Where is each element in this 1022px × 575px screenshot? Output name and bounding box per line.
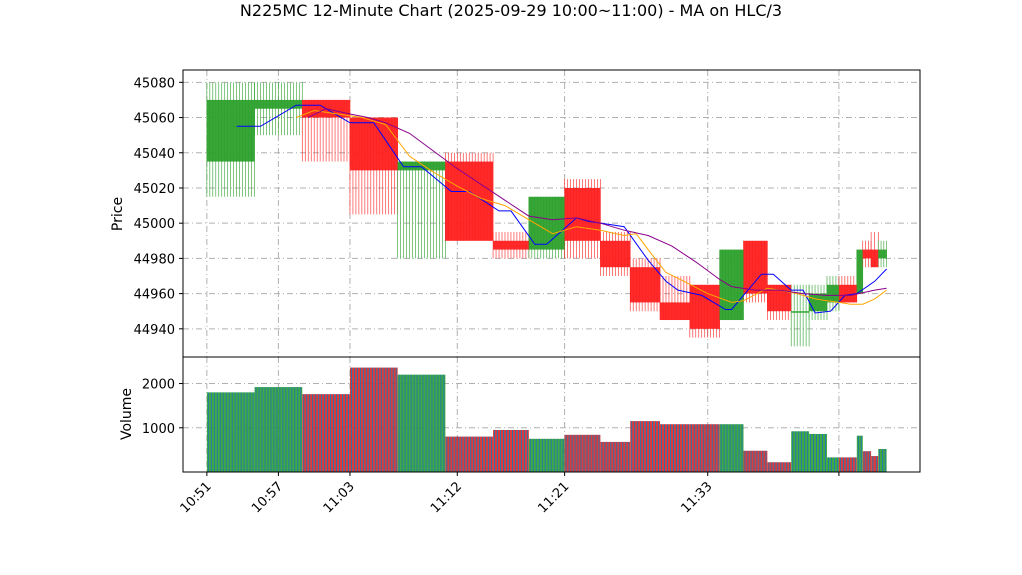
down-candle-body <box>743 240 768 294</box>
down-candle-body <box>871 249 879 268</box>
volume-bar <box>600 441 631 472</box>
volume-axis-title: Volume <box>119 388 135 440</box>
price-tick-label: 44960 <box>134 288 175 303</box>
down-candle-body <box>349 117 398 171</box>
up-candle-body <box>809 293 827 312</box>
time-tick-label: 11:33 <box>678 479 715 516</box>
volume-bar <box>660 424 690 472</box>
up-candle-body <box>206 99 255 162</box>
price-tick-label: 44980 <box>134 252 175 267</box>
volume-bar <box>743 450 768 472</box>
price-tick-label: 45080 <box>134 76 175 91</box>
time-tick-label: 11:12 <box>428 479 465 516</box>
axes-frames <box>182 69 921 473</box>
volume-bar <box>254 387 303 472</box>
volume-bar <box>397 374 446 472</box>
down-candle-body <box>689 284 720 329</box>
volume-bar <box>630 421 661 472</box>
volume-bar <box>791 431 810 472</box>
volume-bar <box>528 438 565 472</box>
time-tick-label: 10:51 <box>178 479 215 516</box>
down-candle-body <box>838 284 857 303</box>
down-candle-body <box>445 161 494 241</box>
time-tick-label: 11:21 <box>535 479 572 516</box>
volume-bar <box>767 462 792 472</box>
down-candle-body <box>564 187 601 241</box>
volume-bar <box>493 429 529 472</box>
price-tick-label: 45060 <box>134 112 175 127</box>
down-candle-body <box>630 267 661 303</box>
volume-bars <box>206 367 887 472</box>
up-candle-body <box>254 99 303 109</box>
moving-average-lines <box>236 104 887 314</box>
time-tick-label: 10:57 <box>249 479 286 516</box>
down-candle-body <box>862 249 872 259</box>
volume-bar <box>719 424 744 472</box>
down-candle-body <box>493 240 529 250</box>
up-candle-body <box>791 311 810 313</box>
chart-title: N225MC 12-Minute Chart (2025-09-29 10:00… <box>240 1 782 20</box>
up-candle-body <box>397 161 446 171</box>
volume-bar <box>206 392 255 472</box>
candle-bodies <box>206 99 887 329</box>
volume-bar <box>826 457 839 472</box>
volume-bar <box>856 435 863 472</box>
volume-tick-label: 1000 <box>142 422 175 437</box>
down-candle-body <box>600 240 631 268</box>
moving-average-line <box>296 109 887 305</box>
up-candle-body <box>826 284 839 303</box>
volume-bar <box>689 424 720 472</box>
time-tick-label: 11:03 <box>321 479 358 516</box>
price-axis-title: Price <box>110 197 126 231</box>
volume-bar <box>302 394 350 472</box>
price-tick-label: 45020 <box>134 182 175 197</box>
volume-bar <box>809 433 827 472</box>
volume-bar <box>871 456 879 472</box>
moving-average-line <box>307 108 887 296</box>
price-tick-label: 45000 <box>134 217 175 232</box>
up-candle-body <box>878 249 887 259</box>
volume-bar <box>564 434 601 472</box>
volume-tick-label: 2000 <box>142 378 175 393</box>
up-candle-body <box>856 249 863 294</box>
volume-bar <box>445 436 494 472</box>
price-tick-label: 45040 <box>134 147 175 162</box>
price-tick-label: 44940 <box>134 323 175 338</box>
volume-bar <box>838 457 857 472</box>
moving-average-line <box>236 104 887 314</box>
volume-bar <box>349 367 398 472</box>
down-candle-body <box>660 302 690 321</box>
volume-axes-frame <box>182 356 921 473</box>
